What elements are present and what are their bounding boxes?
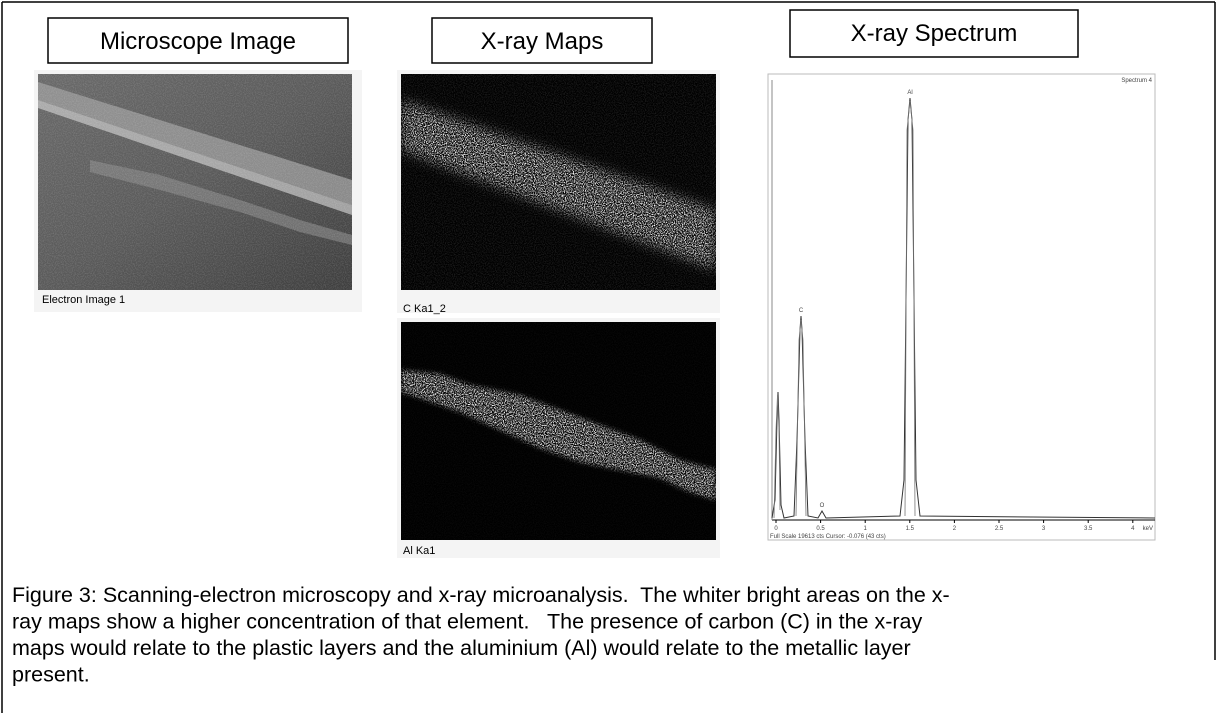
heading-box bbox=[47, 17, 349, 64]
tick-label: 0 bbox=[774, 526, 778, 532]
tick-label: 3.5 bbox=[1084, 526, 1093, 532]
tick-label: 4 bbox=[1131, 526, 1135, 532]
heading: Microscope Image bbox=[100, 28, 296, 55]
spectrum-title: Spectrum 4 bbox=[1121, 78, 1152, 84]
caption-line: Figure 3: Scanning-electron microscopy a… bbox=[12, 583, 950, 607]
caption-line: present. bbox=[12, 663, 90, 687]
c-map-signal bbox=[401, 74, 716, 290]
tick-label: 0.5 bbox=[816, 526, 825, 532]
panel-label: Al Ka1 bbox=[403, 545, 435, 557]
spectrum-footer: Full Scale 19613 cts Cursor: -0.076 (43 … bbox=[770, 534, 886, 540]
caption-line: ray maps show a higher concentration of … bbox=[12, 610, 922, 634]
peak-label: C bbox=[799, 308, 804, 314]
peak-label: Al bbox=[907, 90, 912, 96]
tick-label: 2 bbox=[953, 526, 957, 532]
tick-label: 1.5 bbox=[906, 526, 915, 532]
peak-label: O bbox=[820, 503, 825, 509]
al-map-signal bbox=[401, 322, 716, 540]
caption-line: maps would relate to the plastic layers … bbox=[12, 636, 911, 660]
tick-label: 1 bbox=[864, 526, 868, 532]
texture bbox=[38, 74, 352, 290]
tick-label: 2.5 bbox=[995, 526, 1004, 532]
panel-label: Electron Image 1 bbox=[42, 294, 125, 306]
panel-label: C Ka1_2 bbox=[403, 303, 446, 315]
tick-label: 3 bbox=[1042, 526, 1046, 532]
spectrum-panel bbox=[767, 73, 1156, 541]
heading-box bbox=[789, 9, 1079, 58]
axis-unit: keV bbox=[1143, 526, 1153, 532]
heading-box bbox=[431, 17, 653, 64]
spectrum-curve bbox=[773, 100, 916, 519]
heading: X-ray Maps bbox=[481, 28, 604, 55]
heading: X-ray Spectrum bbox=[851, 20, 1018, 47]
